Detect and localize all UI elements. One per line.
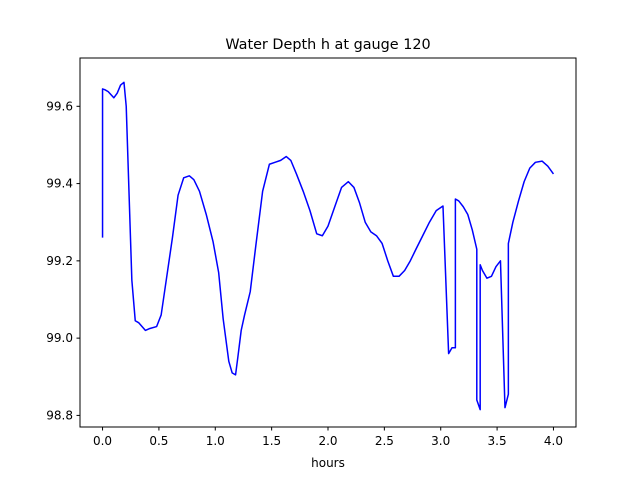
y-tick-label: 99.2 — [46, 254, 73, 268]
chart-title: Water Depth h at gauge 120 — [225, 37, 430, 53]
plot-frame — [79, 57, 577, 428]
x-tick-label: 4.0 — [544, 434, 563, 448]
y-tick-label: 99.4 — [46, 177, 73, 191]
x-tick-label: 2.5 — [375, 434, 394, 448]
series-line-1 — [101, 81, 555, 411]
x-tick-label: 3.5 — [488, 434, 507, 448]
x-tick-label: 0.0 — [93, 434, 112, 448]
x-axis-label: hours — [311, 456, 345, 470]
y-tick-label: 99.6 — [46, 99, 73, 113]
y-axis: 98.8 99.0 99.2 99.4 99.6 — [46, 99, 80, 422]
x-tick-label: 3.0 — [431, 434, 450, 448]
y-tick-label: 99.0 — [46, 331, 73, 345]
x-tick-label: 2.0 — [318, 434, 337, 448]
x-axis: 0.0 0.5 1.0 1.5 2.0 2.5 3.0 3.5 4.0 — [93, 427, 563, 448]
x-tick-label: 1.5 — [262, 434, 281, 448]
y-tick-label: 98.8 — [46, 408, 73, 422]
plot-area — [101, 81, 555, 411]
x-tick-label: 0.5 — [149, 434, 168, 448]
x-tick-label: 1.0 — [206, 434, 225, 448]
